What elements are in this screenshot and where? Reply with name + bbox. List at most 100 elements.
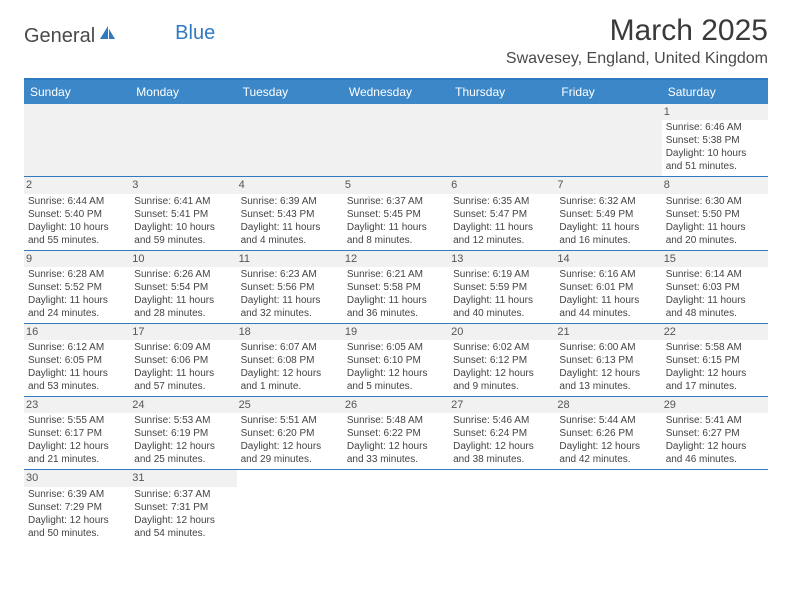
sunset-text: Sunset: 7:31 PM: [134, 501, 232, 514]
day-cell: 30Sunrise: 6:39 AMSunset: 7:29 PMDayligh…: [24, 470, 130, 543]
day-cell: 19Sunrise: 6:05 AMSunset: 6:10 PMDayligh…: [343, 323, 449, 396]
daylight-text: Daylight: 11 hours and 36 minutes.: [347, 294, 445, 320]
sunrise-text: Sunrise: 6:16 AM: [559, 268, 657, 281]
sunrise-text: Sunrise: 6:46 AM: [666, 121, 764, 134]
day-cell: 4Sunrise: 6:39 AMSunset: 5:43 PMDaylight…: [237, 177, 343, 250]
sunset-text: Sunset: 6:26 PM: [559, 427, 657, 440]
sunset-text: Sunset: 6:10 PM: [347, 354, 445, 367]
day-number: 28: [555, 397, 661, 413]
day-cell: 17Sunrise: 6:09 AMSunset: 6:06 PMDayligh…: [130, 323, 236, 396]
daylight-text: Daylight: 12 hours and 5 minutes.: [347, 367, 445, 393]
day-cell: 10Sunrise: 6:26 AMSunset: 5:54 PMDayligh…: [130, 250, 236, 323]
daylight-text: Daylight: 12 hours and 1 minute.: [241, 367, 339, 393]
day-number: 12: [343, 251, 449, 267]
day-cell: 11Sunrise: 6:23 AMSunset: 5:56 PMDayligh…: [237, 250, 343, 323]
empty-cell: [237, 470, 343, 543]
sunset-text: Sunset: 6:06 PM: [134, 354, 232, 367]
daylight-text: Daylight: 11 hours and 57 minutes.: [134, 367, 232, 393]
daylight-text: Daylight: 11 hours and 20 minutes.: [666, 221, 764, 247]
empty-cell: [130, 104, 236, 177]
sunset-text: Sunset: 5:50 PM: [666, 208, 764, 221]
sunrise-text: Sunrise: 6:30 AM: [666, 195, 764, 208]
day-header: Saturday: [662, 79, 768, 104]
day-header: Tuesday: [237, 79, 343, 104]
day-number: 6: [449, 177, 555, 193]
daylight-text: Daylight: 12 hours and 46 minutes.: [666, 440, 764, 466]
sunset-text: Sunset: 6:22 PM: [347, 427, 445, 440]
daylight-text: Daylight: 12 hours and 38 minutes.: [453, 440, 551, 466]
week-row: 16Sunrise: 6:12 AMSunset: 6:05 PMDayligh…: [24, 323, 768, 396]
sunrise-text: Sunrise: 6:14 AM: [666, 268, 764, 281]
daylight-text: Daylight: 12 hours and 21 minutes.: [28, 440, 126, 466]
sunset-text: Sunset: 5:52 PM: [28, 281, 126, 294]
day-cell: 1Sunrise: 6:46 AMSunset: 5:38 PMDaylight…: [662, 104, 768, 177]
daylight-text: Daylight: 10 hours and 59 minutes.: [134, 221, 232, 247]
day-number: 10: [130, 251, 236, 267]
daylight-text: Daylight: 11 hours and 24 minutes.: [28, 294, 126, 320]
day-number: 17: [130, 324, 236, 340]
day-cell: 28Sunrise: 5:44 AMSunset: 6:26 PMDayligh…: [555, 397, 661, 470]
empty-cell: [555, 470, 661, 543]
day-header: Sunday: [24, 79, 130, 104]
day-cell: 15Sunrise: 6:14 AMSunset: 6:03 PMDayligh…: [662, 250, 768, 323]
day-cell: 24Sunrise: 5:53 AMSunset: 6:19 PMDayligh…: [130, 397, 236, 470]
day-number: 9: [24, 251, 130, 267]
day-header: Friday: [555, 79, 661, 104]
sunrise-text: Sunrise: 6:05 AM: [347, 341, 445, 354]
daylight-text: Daylight: 11 hours and 53 minutes.: [28, 367, 126, 393]
sunset-text: Sunset: 6:15 PM: [666, 354, 764, 367]
sunrise-text: Sunrise: 6:28 AM: [28, 268, 126, 281]
daylight-text: Daylight: 11 hours and 12 minutes.: [453, 221, 551, 247]
sunset-text: Sunset: 5:59 PM: [453, 281, 551, 294]
empty-cell: [662, 470, 768, 543]
sunrise-text: Sunrise: 5:41 AM: [666, 414, 764, 427]
daylight-text: Daylight: 11 hours and 4 minutes.: [241, 221, 339, 247]
day-number: 7: [555, 177, 661, 193]
day-cell: 5Sunrise: 6:37 AMSunset: 5:45 PMDaylight…: [343, 177, 449, 250]
sunset-text: Sunset: 5:45 PM: [347, 208, 445, 221]
sunrise-text: Sunrise: 6:37 AM: [347, 195, 445, 208]
daylight-text: Daylight: 12 hours and 33 minutes.: [347, 440, 445, 466]
daylight-text: Daylight: 12 hours and 17 minutes.: [666, 367, 764, 393]
sunset-text: Sunset: 5:58 PM: [347, 281, 445, 294]
daylight-text: Daylight: 11 hours and 28 minutes.: [134, 294, 232, 320]
sunrise-text: Sunrise: 6:19 AM: [453, 268, 551, 281]
sunrise-text: Sunrise: 6:02 AM: [453, 341, 551, 354]
day-number: 11: [237, 251, 343, 267]
daylight-text: Daylight: 11 hours and 44 minutes.: [559, 294, 657, 320]
sunrise-text: Sunrise: 5:51 AM: [241, 414, 339, 427]
day-number: 15: [662, 251, 768, 267]
day-number: 19: [343, 324, 449, 340]
sunset-text: Sunset: 5:43 PM: [241, 208, 339, 221]
day-number: 22: [662, 324, 768, 340]
sunrise-text: Sunrise: 6:00 AM: [559, 341, 657, 354]
sunrise-text: Sunrise: 5:53 AM: [134, 414, 232, 427]
daylight-text: Daylight: 12 hours and 29 minutes.: [241, 440, 339, 466]
day-number: 29: [662, 397, 768, 413]
day-number: 1: [662, 104, 768, 120]
sunset-text: Sunset: 5:49 PM: [559, 208, 657, 221]
sunrise-text: Sunrise: 5:58 AM: [666, 341, 764, 354]
sunrise-text: Sunrise: 6:35 AM: [453, 195, 551, 208]
day-header: Wednesday: [343, 79, 449, 104]
header: General Blue March 2025 Swavesey, Englan…: [24, 14, 768, 68]
day-cell: 13Sunrise: 6:19 AMSunset: 5:59 PMDayligh…: [449, 250, 555, 323]
sunset-text: Sunset: 5:38 PM: [666, 134, 764, 147]
daylight-text: Daylight: 11 hours and 48 minutes.: [666, 294, 764, 320]
day-cell: 26Sunrise: 5:48 AMSunset: 6:22 PMDayligh…: [343, 397, 449, 470]
sunset-text: Sunset: 6:12 PM: [453, 354, 551, 367]
day-cell: 16Sunrise: 6:12 AMSunset: 6:05 PMDayligh…: [24, 323, 130, 396]
logo-text-2: Blue: [175, 22, 215, 45]
daylight-text: Daylight: 11 hours and 40 minutes.: [453, 294, 551, 320]
empty-cell: [555, 104, 661, 177]
daylight-text: Daylight: 12 hours and 42 minutes.: [559, 440, 657, 466]
day-number: 24: [130, 397, 236, 413]
day-cell: 23Sunrise: 5:55 AMSunset: 6:17 PMDayligh…: [24, 397, 130, 470]
day-number: 18: [237, 324, 343, 340]
logo-text-1: General: [24, 25, 95, 48]
sunset-text: Sunset: 6:03 PM: [666, 281, 764, 294]
day-number: 5: [343, 177, 449, 193]
day-number: 26: [343, 397, 449, 413]
sunset-text: Sunset: 6:24 PM: [453, 427, 551, 440]
sunrise-text: Sunrise: 6:39 AM: [241, 195, 339, 208]
